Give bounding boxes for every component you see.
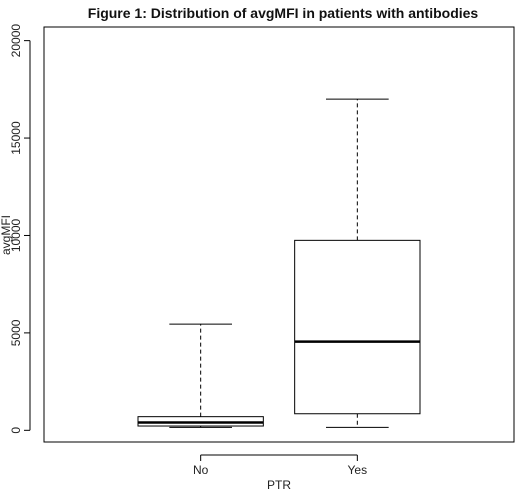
x-tick-label: No — [193, 463, 209, 477]
y-tick-label: 5000 — [9, 319, 23, 346]
box-no — [137, 323, 264, 428]
y-tick-label: 0 — [9, 427, 23, 434]
x-axis-label: PTR — [267, 478, 291, 492]
y-tick-label: 15000 — [9, 121, 23, 155]
boxes — [137, 98, 421, 428]
y-tick-label: 20000 — [9, 24, 23, 58]
x-axis: No Yes — [193, 454, 368, 477]
box-yes — [294, 98, 421, 428]
y-tick-label: 10000 — [9, 218, 23, 252]
plot-area — [43, 26, 515, 443]
x-tick-label: Yes — [348, 463, 368, 477]
y-axis-label: avgMFI — [0, 215, 13, 255]
plot-frame — [43, 26, 515, 443]
chart-title: Figure 1: Distribution of avgMFI in pati… — [88, 5, 479, 21]
y-axis: 0 5000 10000 15000 20000 — [9, 24, 31, 434]
iqr-box — [294, 239, 421, 415]
